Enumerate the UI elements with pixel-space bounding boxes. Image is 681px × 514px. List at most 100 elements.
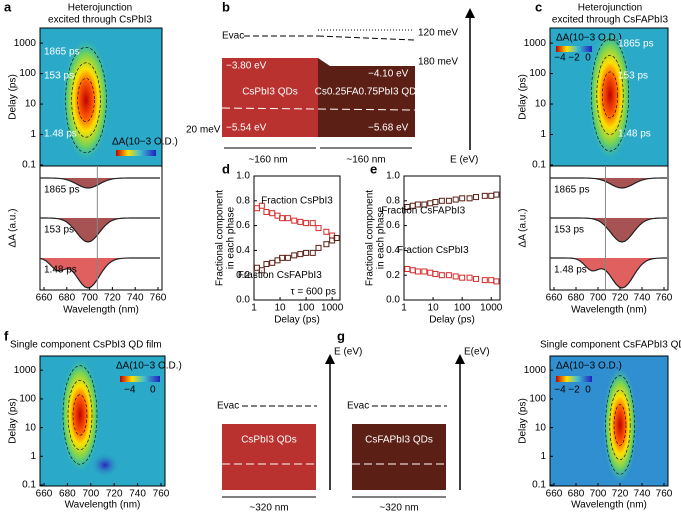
x-tick-label: 700 <box>81 293 98 304</box>
label: ~320 nm <box>249 503 288 514</box>
plot-frame <box>403 175 501 301</box>
spectrum-line <box>39 217 160 243</box>
label: CsPbI3 QDs <box>241 435 297 446</box>
evac-label: Evac <box>347 401 369 412</box>
marker <box>445 197 452 204</box>
colorbar-tick: −2 <box>568 53 580 64</box>
marker <box>473 275 480 282</box>
marker <box>438 197 445 204</box>
marker <box>284 215 291 222</box>
marker <box>263 261 270 268</box>
map-frame <box>549 355 669 487</box>
panel-title: excited through CsFAPbI3 <box>552 15 669 26</box>
label: −3.80 eV <box>226 61 267 72</box>
x-tick-label: 660 <box>546 489 563 500</box>
colorbar-tick: 0 <box>585 53 591 64</box>
label: CsFAPbI3 QDs <box>365 435 433 446</box>
marker <box>466 274 473 281</box>
marker <box>438 272 445 279</box>
marker <box>459 195 466 202</box>
label: Cs0.25FA0.75PbI3 QDs <box>315 87 422 98</box>
y-tick-label: 100 <box>19 394 36 405</box>
y-tick-label: 0.1 <box>22 160 36 171</box>
block <box>318 58 415 137</box>
contour <box>62 365 98 465</box>
x-tick-label: 760 <box>656 293 673 304</box>
y-axis-label: Fractional component <box>215 190 226 286</box>
y-tick-label: 0.0 <box>236 295 250 306</box>
x-tick-label: 660 <box>546 293 563 304</box>
marker <box>258 202 265 209</box>
colorbar-label: ΔA(10−3 O.D.) <box>116 361 182 372</box>
label: 1.48 ps <box>618 129 651 140</box>
spectrum-line <box>39 177 160 189</box>
marker <box>404 266 411 272</box>
contour <box>71 62 101 138</box>
y-tick-label: 10 <box>535 99 547 110</box>
x-tick-label: 660 <box>36 293 53 304</box>
y-tick-label: 10 <box>25 99 37 110</box>
marker <box>303 220 310 227</box>
series-label: Fraction CsFAPbI3 <box>238 270 322 281</box>
colorbar-tick: −4 <box>554 53 566 64</box>
panel-letter: b <box>222 0 230 14</box>
label: −5.68 eV <box>368 123 409 134</box>
panel-letter: f <box>4 328 9 343</box>
annotation: τ = 600 ps <box>291 287 336 298</box>
arrowhead <box>325 354 335 364</box>
colorbar-tick: −4 <box>124 385 136 396</box>
x-tick-label: 720 <box>612 489 629 500</box>
y-axis-label: in each phase <box>226 206 237 269</box>
x-tick-label: 740 <box>129 489 146 500</box>
spectrum-fill <box>550 258 668 289</box>
map-blob <box>588 29 632 161</box>
x-tick-label: 760 <box>656 489 673 500</box>
colorbar-tick: −4 <box>554 385 566 396</box>
vacuum-level <box>317 35 415 41</box>
y-tick-label: 1000 <box>14 365 37 376</box>
spectrum-line <box>550 257 668 289</box>
plot-frame <box>253 175 341 301</box>
x-tick-label: 660 <box>36 489 53 500</box>
marker <box>488 192 495 199</box>
y-tick-label: 0.8 <box>386 195 400 206</box>
y-tick-label: 1 <box>540 451 546 462</box>
block <box>222 424 316 490</box>
x-axis-label: Wavelength (nm) <box>571 500 647 511</box>
x-tick-label: 680 <box>58 293 75 304</box>
marker <box>315 225 322 232</box>
y-tick-label: 0.0 <box>386 295 400 306</box>
panel-letter: g <box>337 328 345 343</box>
marker <box>309 220 316 227</box>
marker <box>279 215 286 222</box>
x-tick-label: 740 <box>127 293 144 304</box>
spectrum-line <box>550 217 668 243</box>
marker <box>421 268 428 275</box>
x-tick-label: 100 <box>454 303 471 314</box>
panel-title: Heterojunction <box>578 3 642 14</box>
y-tick-label: 1000 <box>524 38 547 49</box>
label: −5.54 eV <box>226 123 267 134</box>
colorbar-tick: 0 <box>585 385 591 396</box>
label: 180 meV <box>418 57 458 68</box>
label: −4.10 eV <box>368 69 409 80</box>
y-axis-label: in each phase <box>376 206 387 269</box>
colorbar <box>556 376 592 382</box>
x-tick-label: 700 <box>82 489 99 500</box>
marker <box>466 195 473 202</box>
y-tick-label: 10 <box>535 422 547 433</box>
marker <box>452 273 459 280</box>
marker <box>459 274 466 281</box>
contour <box>77 78 95 123</box>
y-tick-label: 1.0 <box>236 171 250 182</box>
contour <box>613 404 627 446</box>
series-label: Fraction CsPbI3 <box>397 245 469 256</box>
x-tick-label: 740 <box>634 489 651 500</box>
marker <box>481 277 488 284</box>
y-tick-label: 0.2 <box>236 270 250 281</box>
x-axis-label: Wavelength (nm) <box>65 500 141 511</box>
evac-label: Evac <box>222 31 244 42</box>
panel-letter: c <box>535 0 542 14</box>
marker <box>258 267 265 274</box>
spectrum-label: 1.48 ps <box>44 265 77 276</box>
